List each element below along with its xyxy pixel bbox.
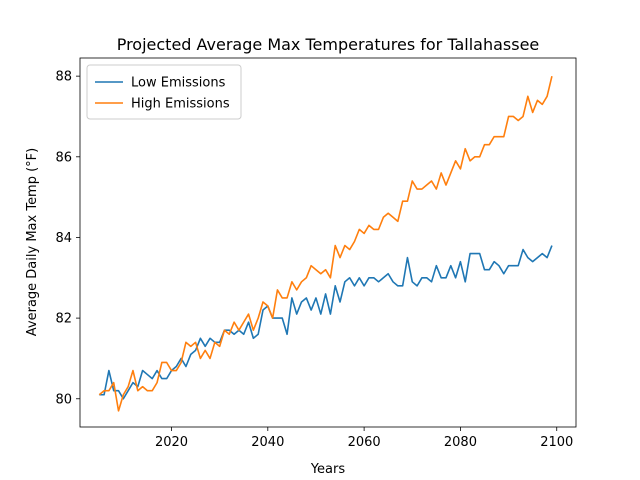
series-line-1: [99, 245, 553, 400]
x-tick-label: 2100: [540, 435, 573, 450]
x-tick-label: 2080: [444, 435, 477, 450]
legend: Low Emissions High Emissions: [86, 64, 242, 120]
series-line-2: [98, 75, 553, 412]
x-axis-label: Years: [310, 462, 346, 477]
legend-label-1: Low Emissions: [131, 76, 226, 91]
plot-area: [98, 75, 553, 412]
y-tick-label: 82: [55, 312, 72, 327]
y-tick-label: 84: [55, 231, 72, 246]
x-tick-label: 2020: [155, 435, 188, 450]
y-tick-label: 86: [55, 150, 72, 165]
axes-ticks: 2020 2040 2060 2080 2100 80 82 84 86 88: [55, 57, 577, 450]
x-tick-label: 2060: [348, 435, 381, 450]
y-tick-label: 80: [55, 392, 72, 407]
axes-frame: [79, 57, 577, 428]
legend-box: [86, 64, 242, 120]
x-tick-label: 2040: [251, 435, 284, 450]
legend-label-2: High Emissions: [131, 97, 230, 112]
y-axis-label: Average Daily Max Temp (°F): [25, 148, 40, 336]
chart-title: Projected Average Max Temperatures for T…: [117, 35, 540, 54]
y-tick-label: 88: [55, 70, 72, 85]
